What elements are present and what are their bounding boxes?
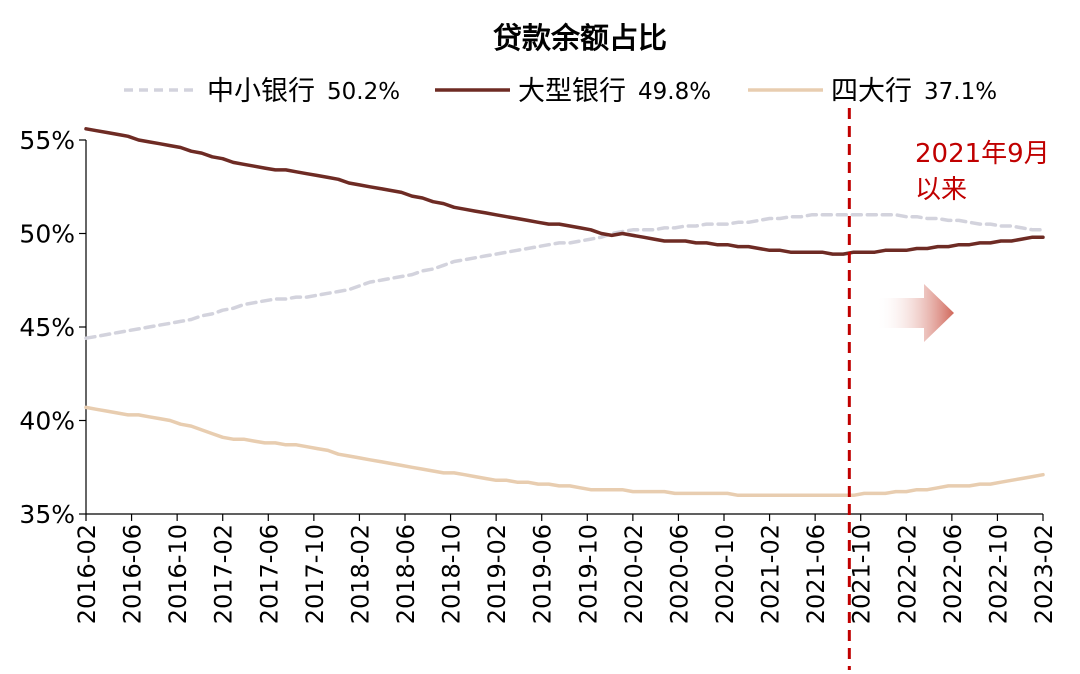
- x-tick-label: 2016-06: [119, 524, 147, 624]
- annotation-text: 以来: [915, 175, 967, 205]
- x-tick-label: 2021-10: [848, 524, 876, 624]
- chart-title: 贷款余额占比: [493, 21, 667, 55]
- y-tick-label: 40%: [19, 407, 75, 436]
- x-tick-label: 2023-02: [1030, 524, 1058, 624]
- x-tick-label: 2022-10: [984, 524, 1012, 624]
- x-tick-label: 2017-06: [255, 524, 283, 624]
- series-line-3: [84, 405, 1045, 498]
- legend-value-2: 49.8%: [638, 79, 711, 105]
- x-tick-label: 2017-02: [210, 524, 238, 624]
- series-line-1: [84, 213, 1045, 340]
- legend-value-3: 37.1%: [924, 79, 997, 105]
- x-tick-label: 2020-10: [711, 524, 739, 624]
- legend-label-1: 中小银行: [207, 76, 315, 107]
- x-tick-label: 2022-02: [893, 524, 921, 624]
- x-tick-label: 2022-06: [939, 524, 967, 624]
- y-tick-label: 35%: [19, 500, 75, 529]
- x-tick-label: 2019-10: [574, 524, 602, 624]
- x-tick-label: 2017-10: [301, 524, 329, 624]
- x-tick-label: 2021-06: [802, 524, 830, 624]
- x-tick-label: 2021-02: [757, 524, 785, 624]
- x-tick-label: 2018-06: [392, 524, 420, 624]
- x-tick-label: 2020-06: [665, 524, 693, 624]
- x-tick-label: 2016-02: [73, 524, 101, 624]
- y-tick-label: 45%: [19, 313, 75, 342]
- x-tick-label: 2016-10: [164, 524, 192, 624]
- x-tick-label: 2018-10: [438, 524, 466, 624]
- y-tick-label: 55%: [19, 126, 75, 155]
- legend-value-1: 50.2%: [327, 79, 400, 105]
- annotation-text: 2021年9月: [915, 139, 1050, 169]
- legend-label-2: 大型银行: [518, 76, 626, 107]
- x-tick-label: 2019-02: [483, 524, 511, 624]
- legend: 中小银行 50.2% 大型银行 49.8% 四大行 37.1%: [124, 76, 997, 107]
- x-tick-label: 2020-02: [620, 524, 648, 624]
- x-axis: 2016-02 2016-06 2016-10 2017-02 2017-06 2017-…: [73, 513, 1058, 624]
- series-line-2: [84, 127, 1045, 256]
- legend-label-3: 四大行: [831, 76, 912, 107]
- y-axis: 55% 50% 45% 40% 35%: [19, 126, 87, 529]
- y-tick-label: 50%: [19, 220, 75, 249]
- x-tick-label: 2019-06: [529, 524, 557, 624]
- trend-arrow: [876, 284, 954, 342]
- series-lines: [84, 127, 1045, 498]
- x-tick-label: 2018-02: [346, 524, 374, 624]
